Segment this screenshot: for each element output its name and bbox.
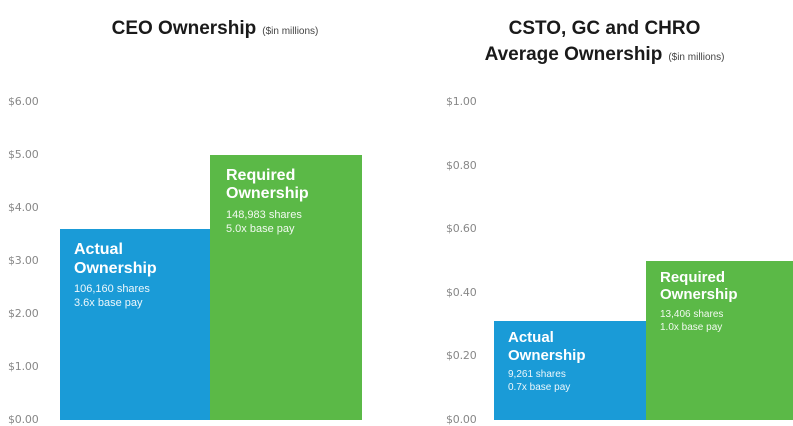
bar-pay-text: 5.0x base pay [226, 223, 295, 236]
ceo-chart-title-text: CEO Ownership [111, 18, 257, 39]
ceo-y-tick-label: $1.00 [8, 360, 39, 373]
exec-bar-label: Actual Ownership 9,261 shares 0.7x base pay [508, 329, 586, 394]
bar-name-line1: Actual [74, 241, 123, 259]
ceo-bar-label: Required Ownership 148,983 shares 5.0x base… [226, 167, 309, 236]
exec-y-tick-label: $0.60 [446, 222, 477, 236]
ceo-bar-label: Actual Ownership 106,160 shares 3.6x base p… [74, 241, 157, 310]
exec-y-tick-label: $0.00 [446, 413, 477, 426]
ceo-ownership-chart: CEO Ownership ($in millions) $0.00 $1.00 $2… [8, 18, 362, 426]
bar-pay-text: 0.7x base pay [508, 381, 571, 393]
ceo-y-tick-label: $2.00 [8, 307, 39, 320]
exec-y-tick-label: $1.00 [446, 95, 477, 108]
exec-chart-title-line1: CSTO, GC and CHRO [508, 18, 701, 39]
ceo-y-tick-label: $6.00 [8, 95, 39, 108]
bar-name-line2: Ownership [508, 346, 586, 364]
exec-ownership-chart: CSTO, GC and CHRO Average Ownership ($in … [400, 0, 793, 426]
bar-name-line2: Ownership [74, 259, 157, 277]
ceo-y-tick-label: $5.00 [8, 148, 39, 161]
ceo-y-tick-label: $3.00 [8, 254, 39, 267]
ceo-y-tick-label: $0.00 [8, 413, 39, 426]
bar-name-line1: Required [226, 167, 296, 184]
exec-y-tick-label: $0.20 [446, 349, 477, 363]
exec-chart-title: CSTO, GC and CHRO Average Ownership ($in … [408, 16, 793, 71]
bar-pay-text: 3.6x base pay [74, 297, 143, 310]
exec-y-tick-label: $0.40 [446, 285, 477, 299]
bar-name-line1: Actual [508, 329, 554, 347]
bar-shares-text: 13,406 shares [660, 308, 724, 320]
bar-shares-text: 9,261 shares [508, 368, 566, 380]
ceo-bar-required: Required Ownership 148,983 shares 5.0x base… [210, 155, 362, 420]
bar-name-line1: Required [660, 269, 726, 286]
exec-chart-units: ($in millions) [668, 52, 725, 63]
exec-bar-actual: Actual Ownership 9,261 shares 0.7x base pay [494, 321, 646, 420]
ceo-chart-units: ($in millions) [262, 26, 319, 37]
ceo-bar-actual: Actual Ownership 106,160 shares 3.6x base p… [60, 229, 210, 420]
bar-shares-text: 106,160 shares [74, 282, 150, 295]
exec-chart-title-line2: Average Ownership [484, 44, 663, 65]
ceo-y-tick-label: $4.00 [8, 201, 39, 214]
ceo-chart-title: CEO Ownership ($in millions) [15, 16, 415, 45]
exec-bar-label: Required Ownership 13,406 shares 1.0x base … [660, 269, 738, 334]
bar-name-line2: Ownership [660, 286, 738, 304]
bar-pay-text: 1.0x base pay [660, 321, 723, 333]
bar-name-line2: Ownership [226, 185, 309, 203]
exec-y-tick-label: $0.80 [446, 158, 477, 172]
bar-shares-text: 148,983 shares [226, 208, 302, 221]
exec-bar-required: Required Ownership 13,406 shares 1.0x base … [646, 261, 793, 420]
